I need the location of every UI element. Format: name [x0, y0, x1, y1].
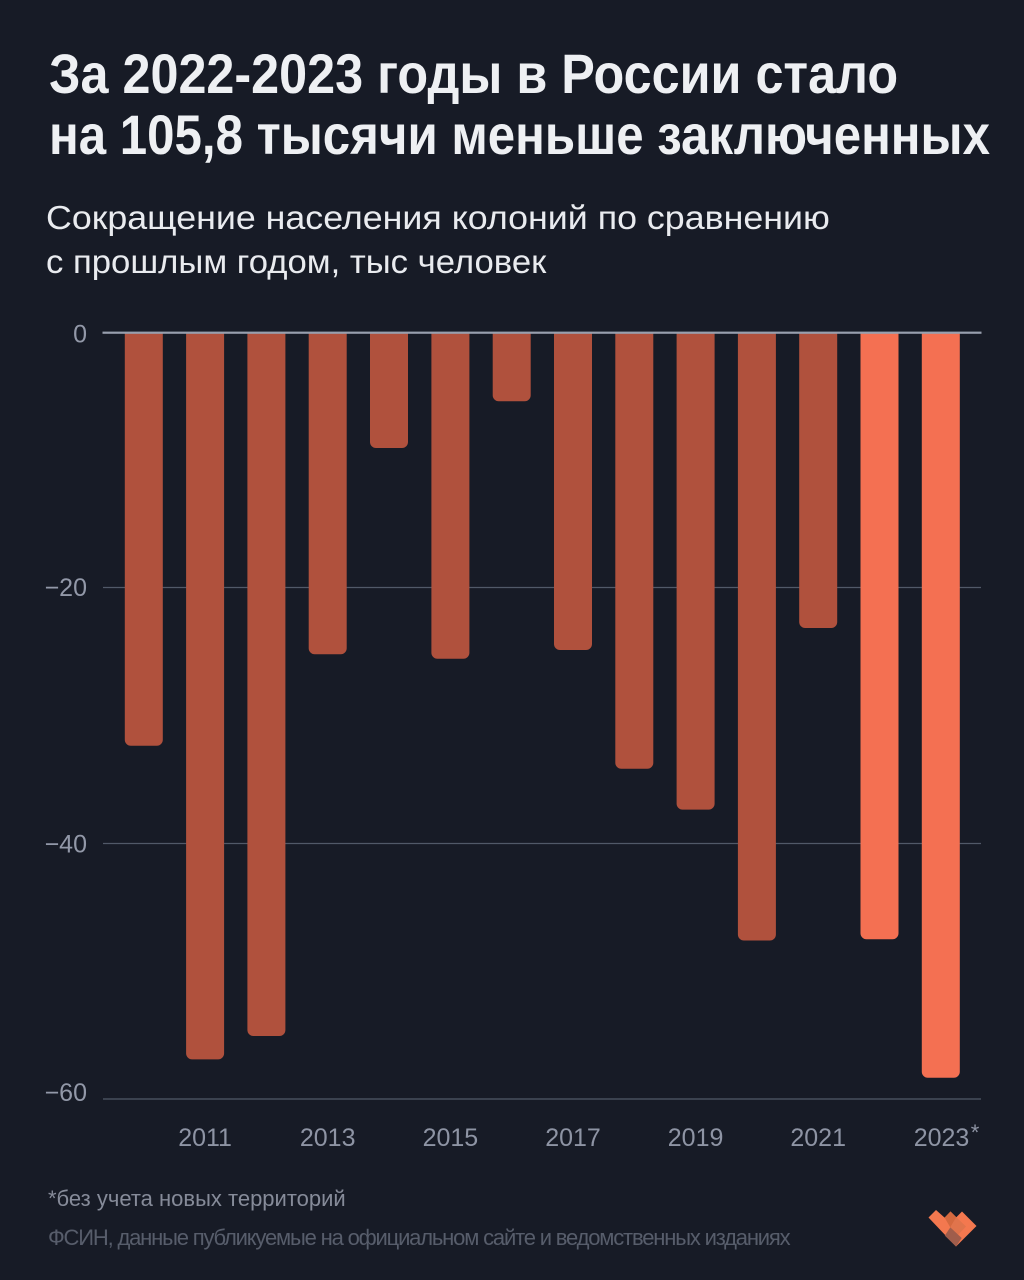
svg-text:−20: −20	[45, 574, 87, 602]
svg-text:*: *	[971, 1120, 980, 1145]
svg-text:0: 0	[73, 321, 87, 349]
svg-text:−40: −40	[45, 831, 87, 859]
svg-text:2019: 2019	[668, 1124, 724, 1152]
svg-text:2011: 2011	[178, 1124, 232, 1152]
svg-text:2023: 2023	[914, 1124, 970, 1152]
svg-text:2015: 2015	[423, 1124, 479, 1152]
svg-text:2017: 2017	[545, 1124, 601, 1152]
svg-text:2013: 2013	[300, 1124, 356, 1152]
svg-text:2021: 2021	[790, 1124, 846, 1152]
svg-text:−60: −60	[45, 1079, 87, 1107]
